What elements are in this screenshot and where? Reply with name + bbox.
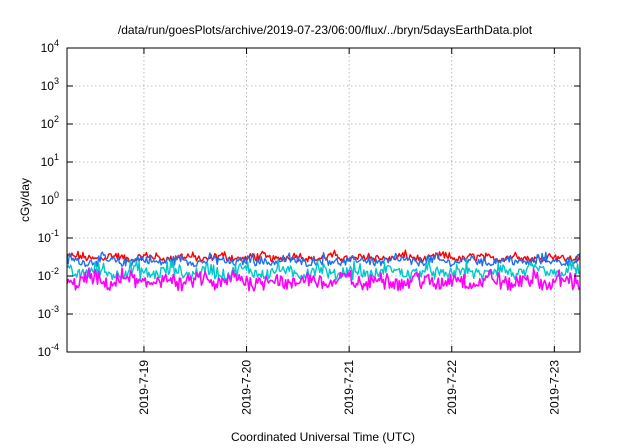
series-group [66, 249, 581, 292]
series-line-4 [66, 267, 581, 292]
x-tick-label: 2019-7-19 [137, 360, 151, 415]
y-tick-label: 104 [41, 38, 59, 55]
grid [67, 48, 580, 352]
chart-title: /data/run/goesPlots/archive/2019-07-23/0… [118, 23, 533, 37]
y-tick-label: 10-4 [38, 342, 59, 359]
y-tick-label: 100 [41, 190, 59, 207]
y-axis: 10-4 10-3 10-2 10-1 100 101 102 103 104 [38, 38, 580, 359]
y-axis-label: cGy/day [18, 178, 32, 222]
x-tick-label: 2019-7-20 [240, 360, 254, 415]
y-tick-label: 10-2 [38, 266, 59, 283]
y-tick-label: 101 [41, 152, 59, 169]
y-tick-label: 103 [41, 76, 59, 93]
series-line-3 [66, 258, 581, 281]
y-tick-label: 10-1 [38, 228, 59, 245]
x-axis-label: Coordinated Universal Time (UTC) [231, 430, 415, 444]
x-tick-label: 2019-7-23 [547, 360, 561, 415]
x-axis: 2019-7-19 2019-7-20 2019-7-21 2019-7-22 2019… [137, 48, 561, 415]
x-tick-label: 2019-7-21 [342, 360, 356, 415]
x-tick-label: 2019-7-22 [445, 360, 459, 415]
y-tick-label: 102 [41, 114, 59, 131]
series-line-2 [66, 251, 581, 268]
y-tick-label: 10-3 [38, 304, 59, 321]
